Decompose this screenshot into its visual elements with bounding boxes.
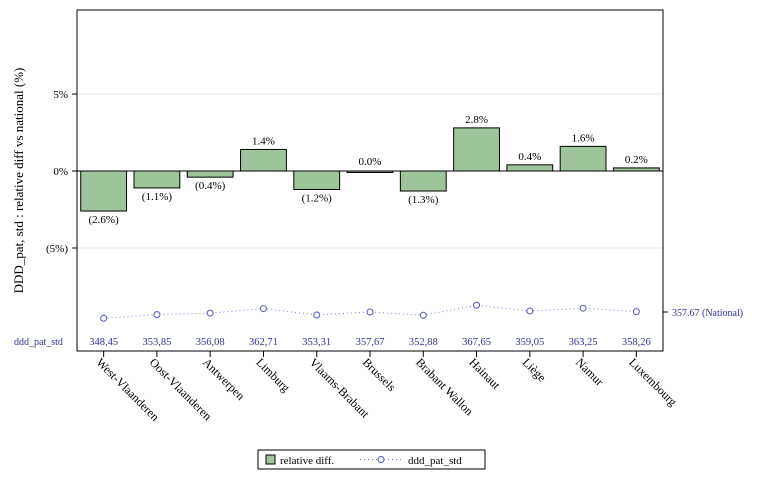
bar-data-label: 1.6% [572,132,595,144]
x-tick-label: Hainaut [466,355,503,392]
line-point [259,305,267,313]
value-row-label: ddd_pat_std [14,337,63,348]
line-point [579,304,587,312]
bar-labels-layer: (2.6%) (1.1%) (0.4%) 1.4% (1.2%) 0.0% (1.3%) 2.… [89,114,648,226]
bar-data-label: 0.2% [625,154,648,166]
bar-data-label: (1.1%) [142,191,173,203]
value-row-cell: 357,67 [356,337,385,348]
bars-layer [80,127,660,212]
value-row-cell: 348,45 [89,337,118,348]
value-row-cell: 363,25 [569,337,598,348]
value-row-cell: 358,26 [622,337,651,348]
value-row-cell: 353,85 [142,337,171,348]
bar-data-label: (2.6%) [89,214,120,226]
bar [186,170,234,178]
bar [293,170,341,190]
bar-data-label: (1.3%) [408,194,439,206]
x-tick-label: Luxembourg [626,355,680,409]
ddd-pat-std-line [103,304,637,319]
value-row-cell: 352,88 [409,337,438,348]
bar [80,170,128,212]
bar-data-label: (0.4%) [195,180,226,192]
value-row-cell: 359,05 [515,337,544,348]
x-tick-label: Brussels [360,355,399,394]
bar [506,164,554,172]
value-row-cell: 356,08 [196,337,225,348]
line-point [313,311,321,319]
legend-bar-swatch [265,454,276,465]
bar-data-label: 0.0% [359,156,382,168]
bar [559,145,607,172]
line-point [206,309,214,317]
y-tick-label: 5% [53,89,68,101]
legend-line-label: ddd_pat_std [408,455,462,467]
x-tick-label: Namur [573,355,606,388]
x-tick-label: Limburg [253,355,292,394]
bar-data-label: 1.4% [252,135,275,147]
bar [399,170,447,192]
line-point [366,308,374,316]
bar-data-label: (1.2%) [302,192,333,204]
legend-bar-label: relative diff. [280,455,334,467]
value-row-cell: 362,71 [249,337,278,348]
legend: relative diff. ddd_pat_std [257,449,486,470]
line-point [526,307,534,315]
bar [133,170,181,189]
value-row: ddd_pat_std 348,45 353,85 356,08 362,71 353,3… [14,337,651,348]
x-tick-label: Antwerpen [200,355,248,403]
line-point [473,301,481,309]
bar [453,127,500,172]
y-tick-label: 0% [53,166,68,178]
national-label: 357.67 (National) [672,308,743,319]
bar-data-label: 0.4% [518,151,541,163]
bar-data-label: 2.8% [465,114,488,126]
y-tick-label: (5%) [46,243,68,255]
value-row-cell: 367,65 [462,337,491,348]
y-axis: 5% 0% (5%) [46,89,77,255]
value-row-cell: 353,31 [302,337,331,348]
y-axis-label: DDD_pat, std : relative diff vs national… [11,68,26,294]
line-layer: 357.67 (National) [100,301,743,322]
legend-marker [377,456,385,463]
x-tick-label: Liège [520,355,549,384]
line-point [632,308,640,316]
line-point [100,314,108,322]
line-point [153,311,161,319]
legend-frame [257,449,486,470]
bar [240,148,287,172]
line-point [419,311,427,319]
